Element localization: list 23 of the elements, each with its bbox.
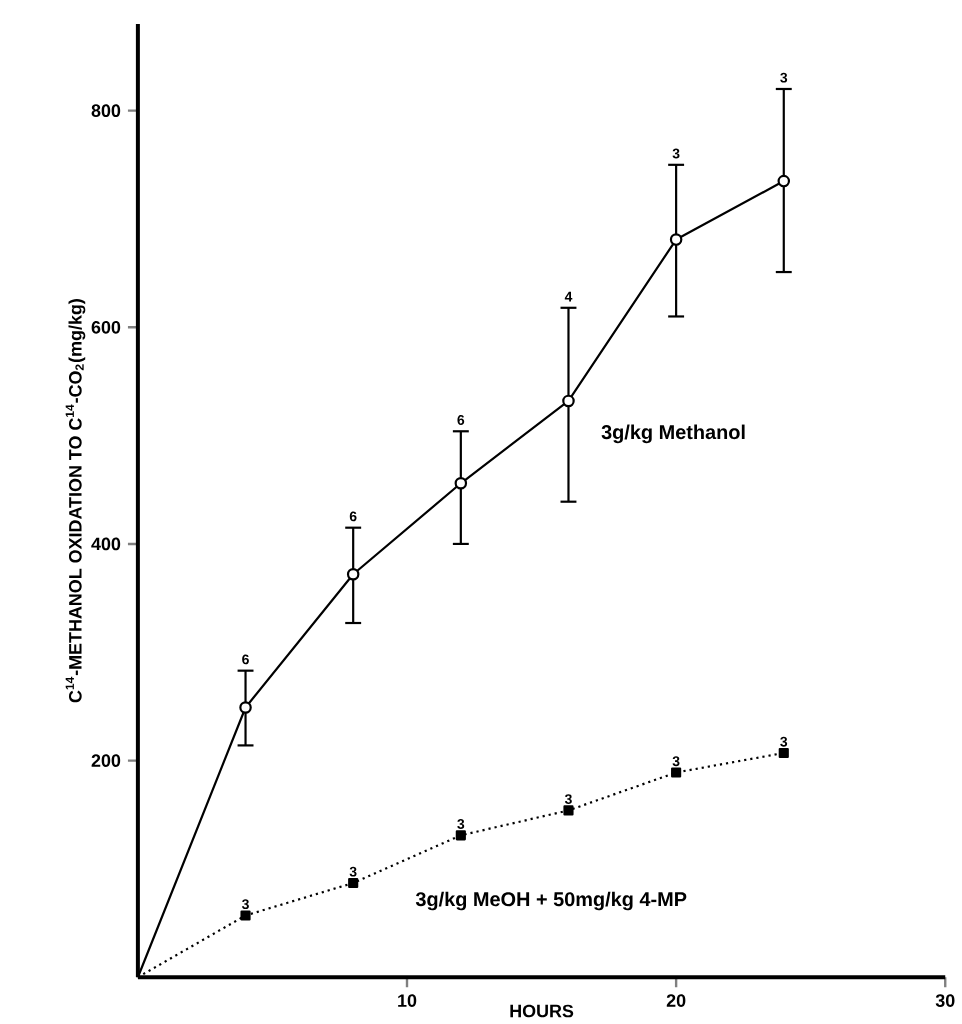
point xyxy=(562,394,575,408)
point xyxy=(671,767,682,778)
point xyxy=(348,877,359,889)
x-axis-title: HOURS xyxy=(510,1004,574,1018)
point xyxy=(455,830,466,841)
point xyxy=(669,233,683,246)
point xyxy=(778,747,789,759)
point xyxy=(777,174,791,188)
series-label: 3g/kg Methanol xyxy=(601,424,745,444)
point xyxy=(563,805,574,816)
y-tick-label: 400 xyxy=(91,537,121,551)
y-tick-label: 600 xyxy=(91,320,121,334)
y-tick-label: 800 xyxy=(91,104,121,118)
y-axis-title: C$^{14}$-METHANOL OXIDATION TO C$^{14}$-CO$_{2}$(mg/kg) xyxy=(65,299,86,703)
x-tick-label: 10 xyxy=(398,994,417,1007)
point xyxy=(454,477,468,490)
point xyxy=(240,910,251,921)
point xyxy=(346,567,360,581)
x-tick-label: 30 xyxy=(935,994,955,1007)
x-tick-label: 20 xyxy=(666,994,686,1007)
point xyxy=(239,701,252,714)
y-tick-label: 200 xyxy=(91,754,121,767)
series-label: 3g/kg MeOH + 50mg/kg 4-MP xyxy=(415,891,687,911)
